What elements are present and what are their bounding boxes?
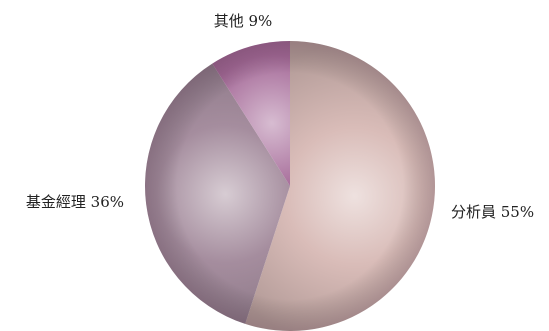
slice-label-fund-manager: 基金經理 36% — [26, 193, 124, 211]
pie-edge-shading — [145, 41, 435, 331]
slice-label-analyst: 分析員 55% — [451, 203, 534, 221]
labels-layer: 分析員 55% 基金經理 36% 其他 9% — [26, 12, 534, 221]
slice-label-other: 其他 9% — [214, 12, 273, 30]
slices-layer — [145, 41, 435, 331]
